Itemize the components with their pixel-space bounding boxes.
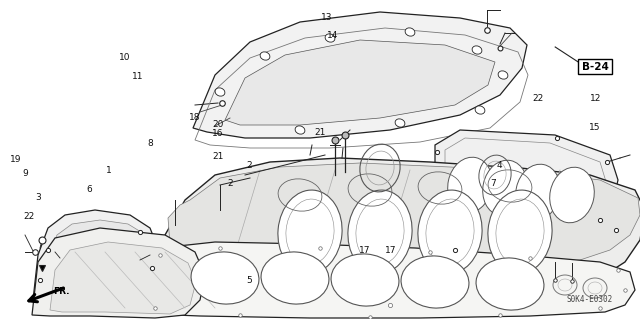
Text: 19: 19 bbox=[10, 155, 22, 164]
Text: 14: 14 bbox=[327, 31, 339, 40]
Ellipse shape bbox=[448, 157, 492, 213]
Text: 18: 18 bbox=[189, 113, 201, 122]
Text: 3: 3 bbox=[36, 193, 41, 202]
Text: B-24: B-24 bbox=[582, 62, 609, 72]
Polygon shape bbox=[50, 242, 196, 314]
Polygon shape bbox=[42, 220, 152, 308]
Text: 5: 5 bbox=[247, 276, 252, 285]
Ellipse shape bbox=[295, 126, 305, 134]
Text: S0K4-E0302: S0K4-E0302 bbox=[567, 295, 613, 304]
Ellipse shape bbox=[331, 254, 399, 306]
Text: 13: 13 bbox=[321, 13, 332, 22]
Ellipse shape bbox=[191, 252, 259, 304]
Polygon shape bbox=[425, 130, 618, 258]
Ellipse shape bbox=[475, 106, 485, 114]
Ellipse shape bbox=[261, 252, 329, 304]
Ellipse shape bbox=[498, 71, 508, 79]
Text: 6: 6 bbox=[87, 185, 92, 194]
Text: 2: 2 bbox=[247, 161, 252, 170]
Ellipse shape bbox=[395, 119, 405, 127]
Text: 17: 17 bbox=[359, 246, 371, 255]
Text: 4: 4 bbox=[497, 161, 502, 170]
Text: 21: 21 bbox=[212, 152, 223, 161]
Polygon shape bbox=[33, 210, 158, 312]
Ellipse shape bbox=[483, 160, 527, 216]
Text: 22: 22 bbox=[23, 212, 35, 221]
Bar bbox=[578, 59, 612, 74]
Text: 7: 7 bbox=[490, 179, 495, 188]
Text: FR.: FR. bbox=[53, 286, 70, 295]
Text: 1: 1 bbox=[106, 166, 111, 175]
Text: 20: 20 bbox=[212, 120, 223, 129]
Text: 11: 11 bbox=[132, 72, 143, 81]
Text: 15: 15 bbox=[589, 123, 601, 132]
Polygon shape bbox=[168, 163, 640, 272]
Text: 21: 21 bbox=[314, 128, 326, 137]
Text: 16: 16 bbox=[212, 130, 223, 138]
Ellipse shape bbox=[260, 52, 270, 60]
Text: 12: 12 bbox=[589, 94, 601, 103]
Ellipse shape bbox=[418, 190, 482, 274]
Ellipse shape bbox=[325, 34, 335, 42]
Ellipse shape bbox=[348, 190, 412, 274]
Ellipse shape bbox=[488, 190, 552, 274]
Text: 9: 9 bbox=[23, 169, 28, 178]
Text: 8: 8 bbox=[148, 139, 153, 148]
Ellipse shape bbox=[472, 46, 482, 54]
Text: 17: 17 bbox=[385, 246, 396, 255]
Text: 2: 2 bbox=[228, 179, 233, 188]
Ellipse shape bbox=[215, 88, 225, 96]
Ellipse shape bbox=[550, 167, 595, 223]
Polygon shape bbox=[155, 158, 640, 295]
Ellipse shape bbox=[278, 190, 342, 274]
Text: 22: 22 bbox=[532, 94, 543, 103]
Polygon shape bbox=[193, 12, 527, 138]
Polygon shape bbox=[225, 40, 495, 125]
Ellipse shape bbox=[405, 28, 415, 36]
Text: 10: 10 bbox=[119, 53, 131, 62]
Ellipse shape bbox=[401, 256, 469, 308]
Ellipse shape bbox=[476, 258, 544, 310]
Polygon shape bbox=[32, 228, 205, 318]
Ellipse shape bbox=[516, 164, 560, 220]
Polygon shape bbox=[127, 242, 635, 318]
